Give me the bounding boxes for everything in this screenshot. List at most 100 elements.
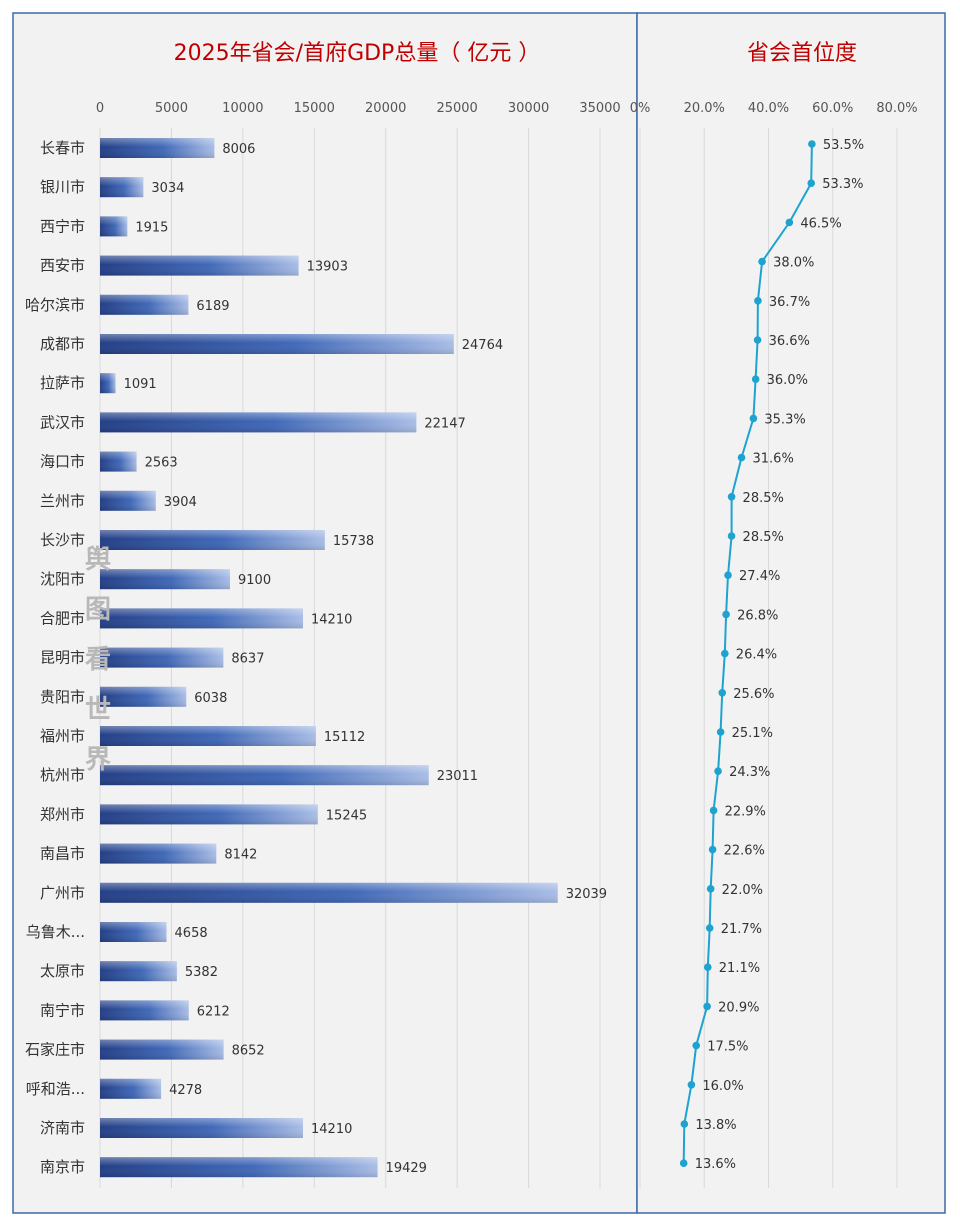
category-labels: 长春市银川市西宁市西安市哈尔滨市成都市拉萨市武汉市海口市兰州市长沙市沈阳市合肥市… [25, 139, 85, 1176]
line-series: 53.5% 53.3% 46.5% 38.0% 36.7% 36.6% 36.0% 35.3%… [679, 138, 864, 1172]
bar-value-label: 1915 [135, 220, 168, 235]
line-value-label: 35.3% [764, 412, 805, 427]
line-point [708, 845, 717, 854]
bar-chart-x-ticks: 0 5000 10000 15000 20000 25000 30000 35000 [96, 101, 621, 116]
category-label: 长沙市 [40, 531, 85, 549]
bar-value-label: 1091 [124, 377, 157, 392]
bar-value-label: 2563 [145, 456, 178, 471]
bar-highlight [100, 569, 230, 590]
bar-x-tick-label: 0 [96, 101, 104, 116]
bar-value-label: 8142 [224, 848, 257, 863]
line-point [724, 571, 732, 579]
bar-highlight [100, 608, 303, 629]
line-point [718, 689, 727, 697]
bar-x-tick-label: 30000 [508, 101, 549, 116]
category-label: 呼和浩... [26, 1080, 85, 1098]
category-label: 济南市 [40, 1119, 85, 1137]
line-chart-grid [639, 128, 898, 1188]
bar-highlight [100, 726, 316, 746]
line-point [758, 257, 766, 266]
category-label: 海口市 [40, 453, 85, 471]
bar-highlight [100, 686, 187, 707]
line-value-label: 38.0% [773, 256, 814, 271]
line-value-label: 28.5% [743, 530, 784, 545]
line-point [709, 806, 718, 815]
bar-chart-title: 2025年省会/首府GDP总量（ 亿元 ） [174, 41, 541, 66]
category-label: 福州市 [40, 727, 85, 745]
bar-value-label: 3034 [151, 181, 184, 196]
line-point [808, 140, 816, 148]
line-value-label: 21.7% [721, 922, 762, 937]
category-label: 太原市 [40, 962, 85, 980]
line-x-tick-label: 20.0% [684, 101, 725, 116]
line-value-label: 31.6% [753, 452, 794, 467]
bar-highlight [100, 765, 429, 786]
bar-value-label: 19429 [386, 1161, 427, 1176]
line-point [721, 649, 729, 658]
bar-value-label: 8006 [222, 142, 255, 157]
line-point [785, 218, 794, 227]
line-point [727, 532, 736, 540]
line-value-label: 53.3% [822, 177, 863, 192]
bar-highlight [100, 1157, 378, 1178]
bar-value-label: 15245 [326, 808, 367, 823]
bar-highlight [100, 138, 215, 158]
line-point [807, 179, 816, 187]
line-point [705, 924, 714, 932]
category-label: 乌鲁木... [26, 923, 85, 941]
category-label: 杭州市 [40, 766, 85, 784]
line-point [703, 1002, 711, 1011]
bar-x-tick-label: 5000 [155, 101, 188, 116]
bar-value-label: 4658 [175, 926, 208, 941]
line-value-label: 36.6% [769, 334, 810, 349]
line-point [687, 1081, 696, 1089]
line-x-tick-label: 80.0% [876, 101, 917, 116]
bar-value-label: 24764 [462, 338, 503, 353]
right-panel-background [636, 12, 946, 1214]
category-label: 武汉市 [40, 413, 85, 431]
line-value-label: 46.5% [800, 216, 841, 231]
bar-highlight [100, 490, 156, 511]
bar-series [100, 138, 558, 1178]
bar-value-label: 6212 [197, 1004, 230, 1019]
bar-highlight [100, 412, 417, 433]
bar-highlight [100, 334, 454, 354]
bar-value-label: 5382 [185, 965, 218, 980]
category-label: 西宁市 [40, 217, 85, 235]
line-value-label: 21.1% [719, 961, 760, 976]
line-value-label: 28.5% [743, 491, 784, 506]
line-point [737, 453, 746, 462]
category-label: 合肥市 [40, 609, 85, 627]
bar-x-tick-label: 20000 [365, 101, 406, 116]
category-label: 成都市 [40, 335, 85, 353]
watermark-char: 舆 [85, 544, 111, 575]
line-value-label: 25.1% [732, 726, 773, 741]
category-label: 沈阳市 [40, 570, 85, 588]
category-label: 银川市 [40, 178, 85, 196]
line-value-label: 26.4% [736, 648, 777, 663]
line-point [751, 375, 760, 384]
line-value-label: 13.8% [695, 1118, 736, 1133]
category-label: 广州市 [40, 884, 85, 902]
line-value-label: 36.0% [767, 373, 808, 388]
bar-highlight [100, 373, 116, 394]
bar-highlight [100, 961, 177, 982]
line-x-tick-label: 40.0% [748, 101, 789, 116]
bar-highlight [100, 922, 167, 942]
bar-value-label: 6038 [194, 691, 227, 706]
line-point [749, 414, 758, 423]
category-label: 南昌市 [40, 845, 85, 863]
bar-highlight [100, 530, 325, 550]
bar-highlight [100, 294, 189, 315]
line-point [703, 963, 712, 971]
watermark-char: 看 [85, 645, 111, 675]
bar-value-label: 14210 [311, 612, 352, 627]
category-label: 贵阳市 [40, 688, 85, 706]
bar-value-label: 9100 [238, 573, 271, 588]
line-value-label: 22.6% [724, 844, 765, 859]
bar-value-label: 15738 [333, 534, 374, 549]
bar-highlight [100, 255, 299, 276]
bar-value-label: 6189 [196, 299, 229, 314]
